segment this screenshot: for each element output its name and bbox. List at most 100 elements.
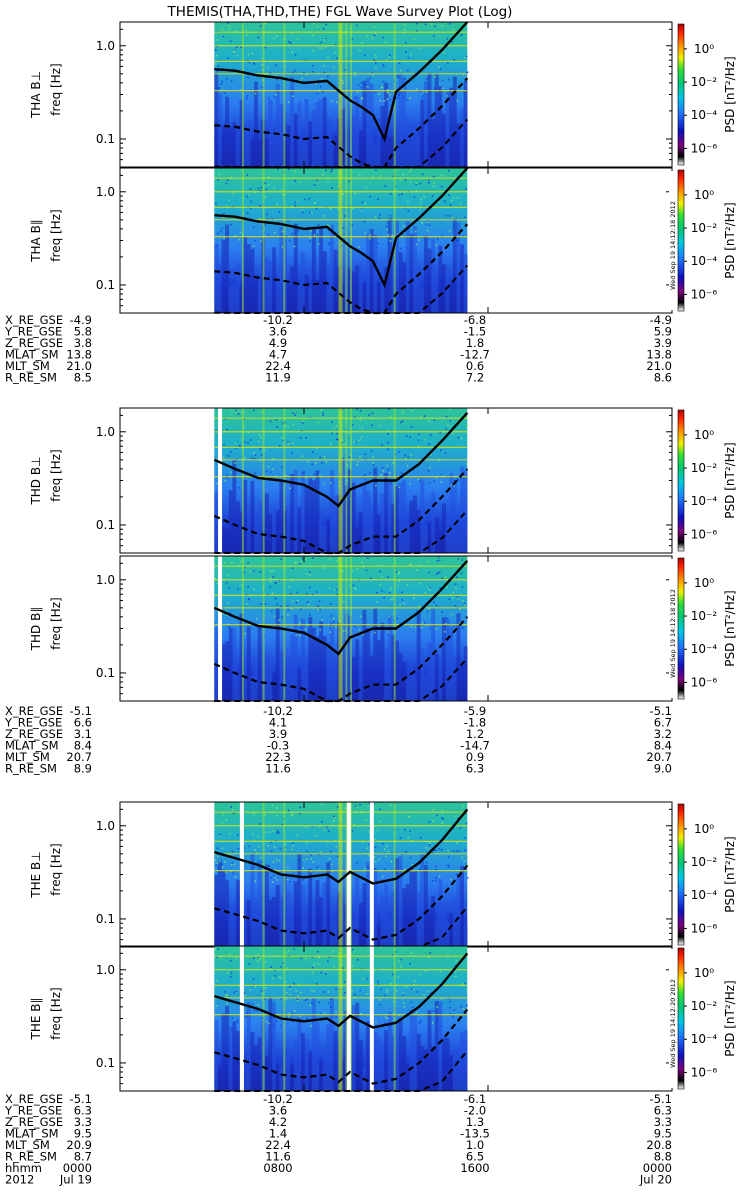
spectrogram-speckle [443, 51, 446, 54]
spectrogram-speckle [368, 802, 371, 805]
spectrogram-speckle [380, 988, 382, 991]
spectrogram-speckle [434, 865, 437, 868]
spectrogram-column [290, 473, 295, 553]
spectrogram-speckle [249, 988, 251, 991]
spectrogram-speckle [261, 64, 263, 66]
spectrogram-speckle [297, 995, 299, 997]
spectrogram-column [272, 133, 277, 167]
spectrogram-speckle [386, 243, 389, 245]
spectrogram-streak [283, 22, 286, 167]
spectrogram-column [358, 1040, 363, 1091]
spectrogram-streak [345, 408, 348, 553]
spectrogram-speckle [448, 169, 450, 172]
spectrogram-speckle [417, 433, 420, 435]
spectrogram-speckle [256, 835, 259, 838]
spectrogram-speckle [287, 101, 290, 103]
spectrogram-speckle [278, 976, 281, 979]
spectrogram-speckle [325, 23, 328, 26]
ephemeris-value: 8.9 [74, 762, 92, 776]
ephemeris-value: 0800 [263, 1161, 292, 1175]
spectrogram-speckle [343, 981, 346, 983]
spectrogram-column [369, 514, 374, 553]
spectrogram-speckle [454, 965, 456, 967]
spectrogram-speckle [410, 168, 413, 171]
spectrogram-speckle [257, 845, 260, 848]
spectrogram-speckle [328, 956, 331, 958]
spectrogram-speckle [461, 627, 464, 629]
spectrogram-speckle [463, 602, 466, 605]
spectrogram-speckle [343, 443, 346, 446]
spectrogram-speckle [401, 420, 404, 423]
spectrogram-speckle [386, 989, 388, 991]
spectrogram-column [214, 874, 219, 947]
spectrogram-speckle [323, 1012, 326, 1015]
spectrogram-speckle [359, 803, 361, 806]
spectrogram-speckle [342, 193, 344, 196]
spectrogram-speckle [294, 414, 296, 417]
spectrogram-speckle [387, 850, 390, 853]
spectrogram-speckle [270, 841, 273, 844]
spectrogram-speckle [329, 631, 332, 634]
spectrogram-column [217, 1067, 222, 1091]
spectrogram-speckle [422, 173, 424, 176]
spectrogram-column [402, 479, 407, 553]
spectrogram-speckle [416, 991, 419, 993]
spectrogram-speckle [379, 99, 382, 102]
spectrogram-speckle [398, 960, 400, 963]
spectrogram-speckle [379, 583, 382, 586]
spectrogram-column [225, 880, 230, 947]
spectrogram-column [438, 530, 443, 553]
spectrogram-speckle [451, 432, 454, 435]
timestamp-stamp: Wed Sep 19 14:12:18 2012 [669, 201, 677, 290]
spectrogram-speckle [373, 631, 376, 634]
spectrogram-column [427, 909, 432, 947]
spectrogram-speckle [294, 180, 296, 182]
spectrogram-column [463, 80, 468, 167]
spectrogram-speckle [400, 472, 403, 474]
spectrogram-speckle [246, 603, 248, 605]
spectrogram-speckle [354, 805, 357, 807]
spectrogram-column [293, 469, 298, 553]
spectrogram-speckle [322, 412, 325, 414]
spectrogram-column [329, 997, 334, 1091]
spectrogram-speckle [335, 438, 338, 440]
spectrogram-column [308, 478, 313, 553]
ephemeris-value: 22.4 [265, 359, 291, 373]
spectrogram-speckle [465, 416, 468, 419]
spectrogram-column [322, 1053, 327, 1091]
ephemeris-row-name: Y_RE_GSE [4, 325, 62, 339]
spectrogram-speckle [252, 445, 255, 448]
spectrogram-column [362, 484, 367, 553]
spectrogram-column [460, 108, 464, 167]
spectrogram-speckle [375, 169, 377, 171]
spectrogram-speckle [457, 436, 460, 439]
spectrogram-speckle [397, 451, 400, 453]
ephemeris-value: -12.7 [460, 348, 490, 362]
spectrogram-speckle [386, 991, 389, 993]
spectrogram-column [463, 646, 468, 701]
spectrogram-column [326, 117, 331, 167]
ephemeris-value: 7.2 [466, 371, 484, 385]
ephemeris-value: Jul 20 [639, 1173, 672, 1187]
spectrogram-speckle [254, 92, 257, 95]
spectrogram-speckle [386, 448, 389, 451]
ephemeris-value: -14.7 [460, 739, 490, 753]
spectrogram-speckle [466, 856, 469, 859]
colorbar-tick-label: 10⁻⁶ [691, 1065, 718, 1079]
spectrogram-speckle [275, 418, 278, 421]
colorbar-tick-label: 10⁻² [691, 75, 718, 89]
spectrogram-column [351, 656, 356, 701]
data-gap [369, 802, 374, 947]
spectrogram-speckle [419, 209, 422, 211]
spectrogram-speckle [359, 49, 361, 52]
spectrogram-speckle [398, 572, 400, 575]
spectrogram-speckle [330, 1006, 333, 1008]
spectrogram-speckle [441, 577, 444, 580]
spectrogram-speckle [465, 812, 468, 814]
spectrogram-speckle [387, 441, 389, 444]
spectrogram-speckle [295, 634, 298, 636]
spectrogram-column [279, 651, 284, 701]
spectrogram-speckle [255, 852, 258, 855]
